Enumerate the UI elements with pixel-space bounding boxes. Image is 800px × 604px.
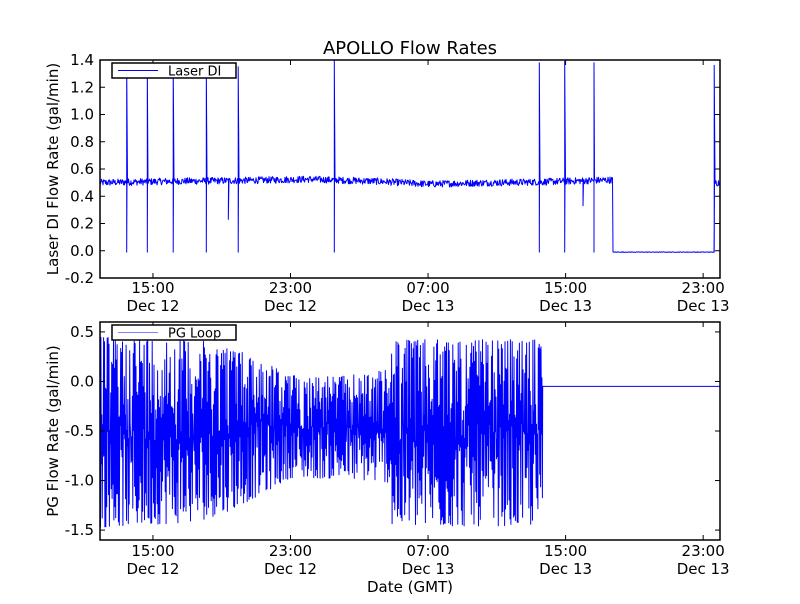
y-axis-label: PG Flow Rate (gal/min) — [44, 345, 62, 517]
x-tick-date-label: Dec 12 — [127, 297, 180, 315]
x-tick-time-label: 07:00 — [406, 279, 449, 297]
y-tick-label: 0.0 — [70, 372, 94, 390]
x-tick-date-label: Dec 13 — [539, 560, 592, 578]
x-tick-date-label: Dec 12 — [264, 297, 317, 315]
y-tick-label: -1.0 — [65, 472, 94, 490]
x-tick-time-label: 23:00 — [269, 542, 312, 560]
x-tick-time-label: 07:00 — [406, 542, 449, 560]
y-axis-label: Laser DI Flow Rate (gal/min) — [44, 63, 62, 275]
y-tick-label: 1.0 — [70, 106, 94, 124]
x-tick-date-label: Dec 13 — [402, 560, 455, 578]
legend-box — [111, 324, 237, 341]
legend-label: Laser DI — [168, 65, 221, 80]
y-tick-label: 0.6 — [70, 160, 94, 178]
x-tick-time-label: 15:00 — [544, 542, 587, 560]
x-tick-time-label: 23:00 — [682, 279, 725, 297]
legend-label: PG Loop — [168, 327, 221, 342]
x-tick-time-label: 15:00 — [544, 279, 587, 297]
x-tick-time-label: 23:00 — [682, 542, 725, 560]
y-tick-label: -0.5 — [65, 422, 94, 440]
y-tick-label: 0.5 — [70, 323, 94, 341]
x-tick-time-label: 15:00 — [131, 542, 174, 560]
x-tick-date-label: Dec 12 — [127, 560, 180, 578]
y-tick-label: 1.4 — [70, 51, 94, 69]
legend-box — [111, 62, 237, 79]
x-axis-label: Date (GMT) — [367, 578, 453, 596]
x-tick-time-label: 15:00 — [131, 279, 174, 297]
x-tick-date-label: Dec 13 — [402, 297, 455, 315]
y-tick-label: 0.0 — [70, 242, 94, 260]
y-tick-label: -0.2 — [65, 269, 94, 287]
chart-title: APOLLO Flow Rates — [323, 38, 497, 59]
x-tick-date-label: Dec 13 — [539, 297, 592, 315]
pg-series-line — [99, 336, 720, 528]
y-tick-label: 1.2 — [70, 78, 94, 96]
x-tick-time-label: 23:00 — [269, 279, 312, 297]
y-tick-label: 0.4 — [70, 187, 94, 205]
legend: Laser DI — [111, 62, 237, 80]
x-tick-date-label: Dec 12 — [264, 560, 317, 578]
y-tick-label: -1.5 — [65, 521, 94, 539]
plot-area — [100, 60, 720, 278]
legend: PG Loop — [111, 324, 237, 342]
x-tick-date-label: Dec 13 — [677, 297, 730, 315]
laser-series-line — [99, 59, 720, 253]
y-tick-label: 0.2 — [70, 215, 94, 233]
x-tick-date-label: Dec 13 — [677, 560, 730, 578]
y-tick-label: 0.8 — [70, 133, 94, 151]
